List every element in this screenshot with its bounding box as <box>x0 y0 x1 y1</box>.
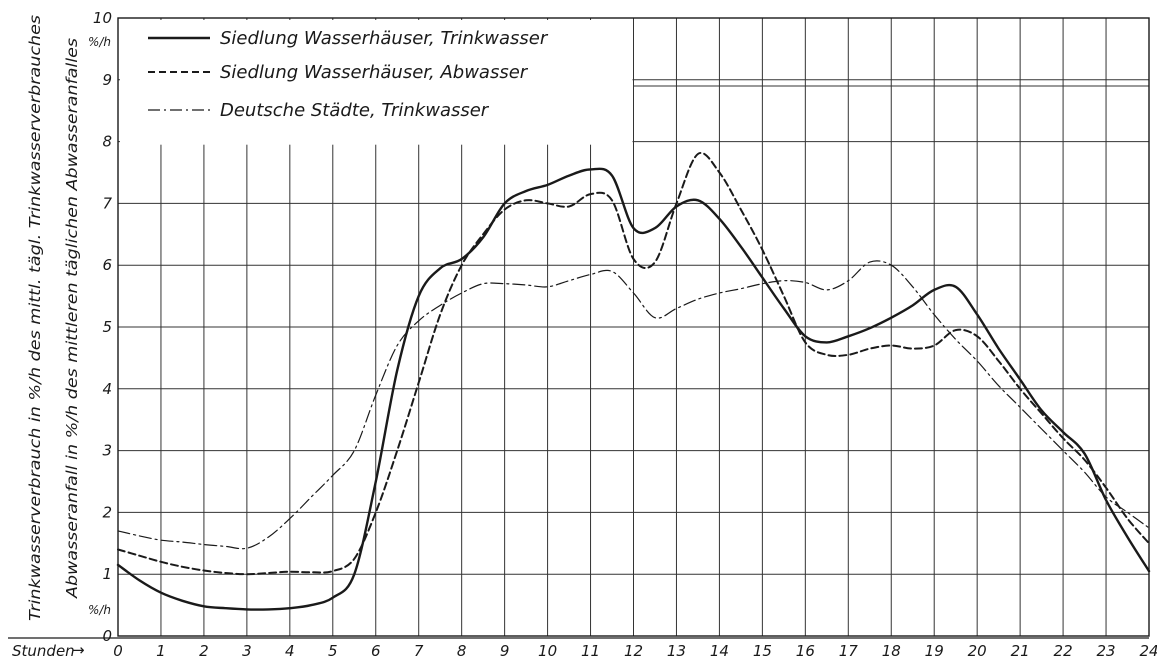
x-tick-label: 24 <box>1139 642 1157 660</box>
x-tick-label: 23 <box>1096 642 1115 660</box>
x-tick-label: 20 <box>968 642 987 660</box>
series-siedlung-trinkwasser-legend-label: Siedlung Wasserhäuser, Trinkwasser <box>220 28 549 49</box>
legend: Siedlung Wasserhäuser, Trinkwasser Siedlu… <box>148 28 549 121</box>
x-tick-label: 17 <box>839 642 859 660</box>
series-siedlung-trinkwasser-line <box>116 167 1151 611</box>
plot-border <box>117 17 1150 637</box>
x-tick-label: 14 <box>710 642 729 660</box>
y-tick-label: 2 <box>102 503 112 521</box>
x-tick-label: 1 <box>156 642 166 660</box>
x-tick-label: 4 <box>285 642 295 660</box>
x-tick-label: 16 <box>796 642 815 660</box>
x-axis-arrow: → <box>72 641 85 659</box>
y-tick-label: 10 <box>93 9 112 27</box>
plot-frame <box>8 17 1150 639</box>
x-tick-label: 7 <box>414 642 424 660</box>
series-siedlung-abwasser-line <box>117 151 1150 576</box>
y-unit-label-bottom: %/h <box>88 603 111 617</box>
x-tick-label: 6 <box>371 642 381 660</box>
x-tick-label: 9 <box>500 642 510 660</box>
x-tick-label: 11 <box>581 642 600 660</box>
y-tick-label: 8 <box>102 133 112 151</box>
y-tick-label: 5 <box>102 318 112 336</box>
y-unit-label-top: %/h <box>88 35 111 49</box>
series-deutsche-staedte-trinkwasser-legend-label: Deutsche Städte, Trinkwasser <box>220 100 490 121</box>
y-tick-label: 3 <box>102 442 112 460</box>
y-axis-label-2: Abwasseranfall in %/h des mittleren tägl… <box>63 38 81 599</box>
x-tick-label: 5 <box>328 642 338 660</box>
series-deutsche-staedte-trinkwasser-line <box>117 260 1150 550</box>
y-tick-label: 9 <box>102 71 112 89</box>
x-tick-label: 3 <box>242 642 252 660</box>
x-tick-labels: 0 1 2 3 4 5 6 7 8 9 10 11 12 13 14 15 16 17 18 19 20 21 22 23 24 <box>113 642 1157 660</box>
y-tick-label: 0 <box>102 627 112 645</box>
x-tick-label: 22 <box>1054 642 1073 660</box>
x-tick-label: 18 <box>882 642 901 660</box>
y-axis-label-1: Trinkwasserverbrauch in %/h des mittl. t… <box>26 15 44 621</box>
y-tick-label: 7 <box>102 194 112 212</box>
x-tick-label: 19 <box>925 642 944 660</box>
y-tick-label: 4 <box>102 380 112 398</box>
x-tick-label: 12 <box>624 642 643 660</box>
x-axis-label: Stunden <box>12 642 75 660</box>
x-tick-label: 0 <box>113 642 123 660</box>
x-tick-label: 2 <box>199 642 209 660</box>
x-tick-label: 21 <box>1011 642 1030 660</box>
series-siedlung-abwasser-legend-label: Siedlung Wasserhäuser, Abwasser <box>220 62 529 83</box>
y-tick-label: 1 <box>102 565 112 583</box>
x-tick-label: 13 <box>667 642 686 660</box>
y-tick-labels: 0 1 2 3 4 5 6 7 8 9 10 <box>93 9 113 645</box>
x-tick-label: 15 <box>753 642 772 660</box>
legend-background <box>120 20 633 145</box>
series-group <box>116 151 1151 611</box>
x-tick-label: 10 <box>538 642 557 660</box>
x-tick-label: 8 <box>457 642 467 660</box>
y-tick-label: 6 <box>102 256 112 274</box>
